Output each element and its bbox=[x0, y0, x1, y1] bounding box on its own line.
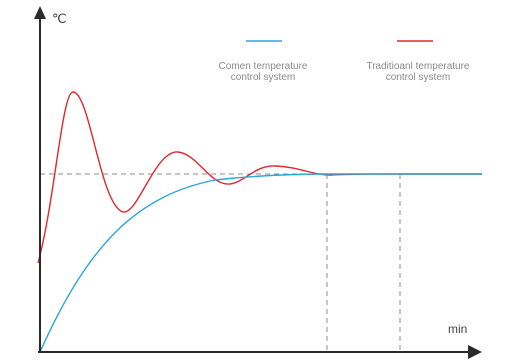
series-line-traditional bbox=[37, 91, 482, 264]
x-axis-label: min bbox=[448, 322, 467, 336]
legend-label-comen-line2: control system bbox=[231, 72, 295, 83]
legend-label-comen-line1: Comen temperature bbox=[219, 61, 308, 72]
series-line-comen bbox=[39, 173, 482, 353]
legend-label-traditional-line2: control system bbox=[386, 72, 450, 83]
y-axis-arrow bbox=[34, 6, 46, 19]
x-axis-arrow bbox=[468, 345, 482, 359]
legend-label-traditional-line1: Traditioanl temperature bbox=[366, 61, 469, 72]
y-axis-label: ℃ bbox=[52, 11, 67, 26]
